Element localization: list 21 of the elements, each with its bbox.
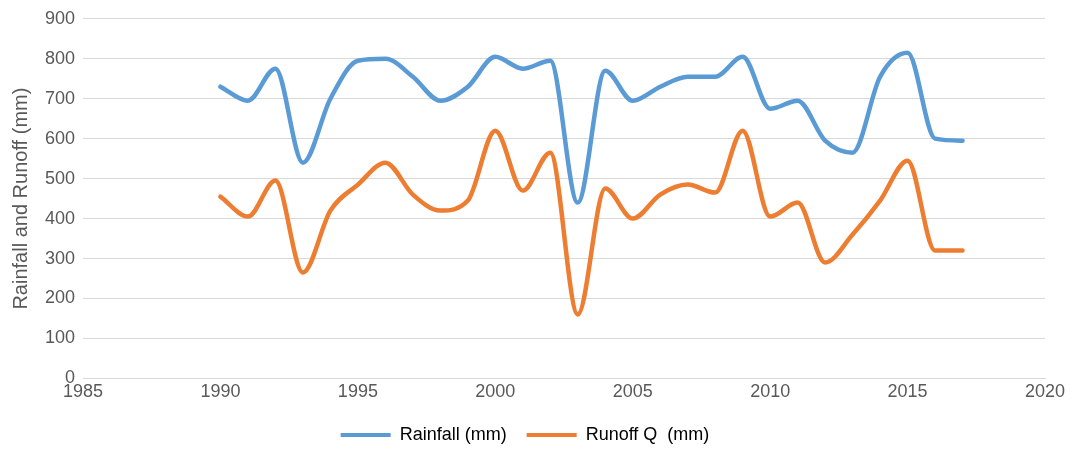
x-tick-label: 2000 <box>475 381 516 402</box>
y-tick-label: 400 <box>44 207 76 228</box>
y-tick-label: 500 <box>44 167 76 188</box>
x-tick-label: 1990 <box>200 381 241 402</box>
y-tick-label: 600 <box>44 127 76 148</box>
x-tick-label: 1995 <box>337 381 378 402</box>
y-tick-label: 900 <box>44 7 76 28</box>
x-tick-label: 2020 <box>1024 381 1066 402</box>
x-tick-label: 2010 <box>750 381 791 402</box>
x-tick-label: 2005 <box>612 381 653 402</box>
line-series <box>218 50 965 205</box>
legend-label: Rainfall (mm) <box>399 423 507 444</box>
x-tick-label: 2015 <box>887 381 928 402</box>
y-tick-label: 800 <box>44 47 76 68</box>
y-tick-label: 200 <box>44 287 76 308</box>
y-tick-label: 300 <box>44 247 76 268</box>
y-axis-title: Rainfall and Runoff (mm) <box>8 87 31 310</box>
line-series <box>218 128 965 317</box>
y-tick-label: 700 <box>44 87 76 108</box>
y-tick-label: 100 <box>44 327 76 348</box>
legend-label: Runoff Q (mm) <box>585 423 710 444</box>
